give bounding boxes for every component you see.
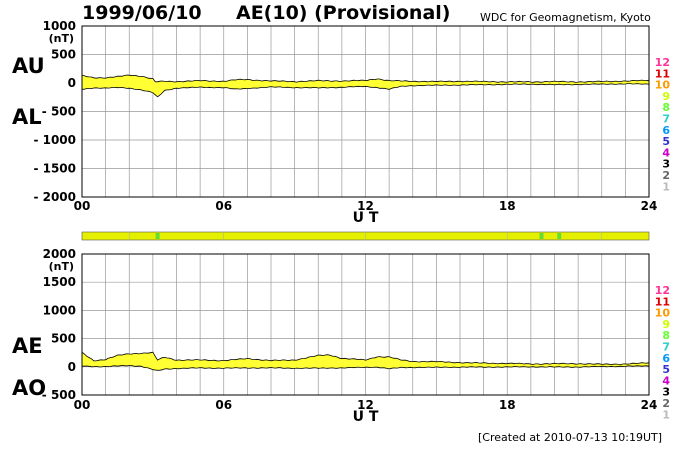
y-tick-label: 500 xyxy=(51,48,76,62)
scale-label: 5 xyxy=(662,363,670,376)
x-tick-label: 18 xyxy=(499,398,516,412)
plot-frame xyxy=(81,253,650,396)
y-tick-label: 2000 xyxy=(43,247,76,261)
scale-label: 4 xyxy=(662,374,670,387)
x-tick-label: 06 xyxy=(215,199,232,213)
scale-label: 7 xyxy=(662,113,670,126)
y-unit-label: (nT) xyxy=(49,260,74,273)
y-tick-label: 0 xyxy=(68,360,76,374)
y-tick-label: - 500 xyxy=(42,388,76,402)
scale-label: 7 xyxy=(662,341,670,354)
scale-label: 1 xyxy=(662,180,670,193)
data-quality-marker xyxy=(557,233,562,239)
x-axis-title: U T xyxy=(353,409,379,425)
series-line-ae xyxy=(81,351,650,366)
x-tick-label: 24 xyxy=(641,199,658,213)
y-tick-label: - 1000 xyxy=(33,133,76,147)
x-tick-label: 12 xyxy=(357,398,374,412)
y-tick-label: - 2000 xyxy=(33,190,76,204)
y-tick-label: - 500 xyxy=(42,105,76,119)
x-tick-label: 12 xyxy=(357,199,374,213)
series-label-au: AU xyxy=(12,54,45,78)
source-label: WDC for Geomagnetism, Kyoto xyxy=(480,11,651,24)
scale-label: 3 xyxy=(662,158,670,171)
y-unit-label: (nT) xyxy=(49,32,74,45)
scale-label: 6 xyxy=(662,124,670,137)
scale-label: 11 xyxy=(655,295,670,308)
scale-label: 11 xyxy=(655,67,670,80)
scale-label: 10 xyxy=(655,79,671,92)
series-fill-area xyxy=(82,352,649,371)
x-tick-label: 06 xyxy=(215,398,232,412)
scale-label: 4 xyxy=(662,146,670,159)
scale-label: 2 xyxy=(662,397,670,410)
y-tick-label: 1500 xyxy=(43,275,76,289)
scale-label: 3 xyxy=(662,386,670,399)
data-quality-marker xyxy=(539,233,544,239)
scale-label: 8 xyxy=(662,101,670,114)
index-title: AE(10) (Provisional) xyxy=(236,2,451,24)
y-tick-label: 500 xyxy=(51,332,76,346)
scale-label: 1 xyxy=(662,408,670,421)
series-label-al: AL xyxy=(12,105,42,129)
scale-label: 12 xyxy=(655,56,670,69)
scale-label: 9 xyxy=(662,318,670,331)
y-tick-label: 1000 xyxy=(43,303,76,317)
scale-label: 5 xyxy=(662,135,670,148)
created-timestamp: [Created at 2010-07-13 10:19UT] xyxy=(478,431,663,444)
x-tick-label: 00 xyxy=(74,398,91,412)
date-label: 1999/06/10 xyxy=(82,2,202,24)
y-tick-label: 1000 xyxy=(43,19,76,33)
series-label-ao: AO xyxy=(12,376,46,400)
series-label-ae: AE xyxy=(12,334,43,358)
scale-label: 8 xyxy=(662,329,670,342)
x-tick-label: 24 xyxy=(641,398,658,412)
scale-label: 2 xyxy=(662,169,670,182)
scale-label: 9 xyxy=(662,90,670,103)
y-tick-label: 0 xyxy=(68,76,76,90)
x-tick-label: 18 xyxy=(499,199,516,213)
scale-label: 10 xyxy=(655,307,671,320)
y-tick-label: - 1500 xyxy=(33,162,76,176)
scale-label: 12 xyxy=(655,284,670,297)
plot-frame xyxy=(81,25,650,198)
series-line-ao xyxy=(81,364,650,371)
series-line-al xyxy=(81,83,650,98)
scale-label: 6 xyxy=(662,352,670,365)
series-line-au xyxy=(81,74,650,83)
data-quality-marker xyxy=(155,233,160,239)
x-tick-label: 00 xyxy=(74,199,91,213)
x-axis-title: U T xyxy=(353,210,379,226)
